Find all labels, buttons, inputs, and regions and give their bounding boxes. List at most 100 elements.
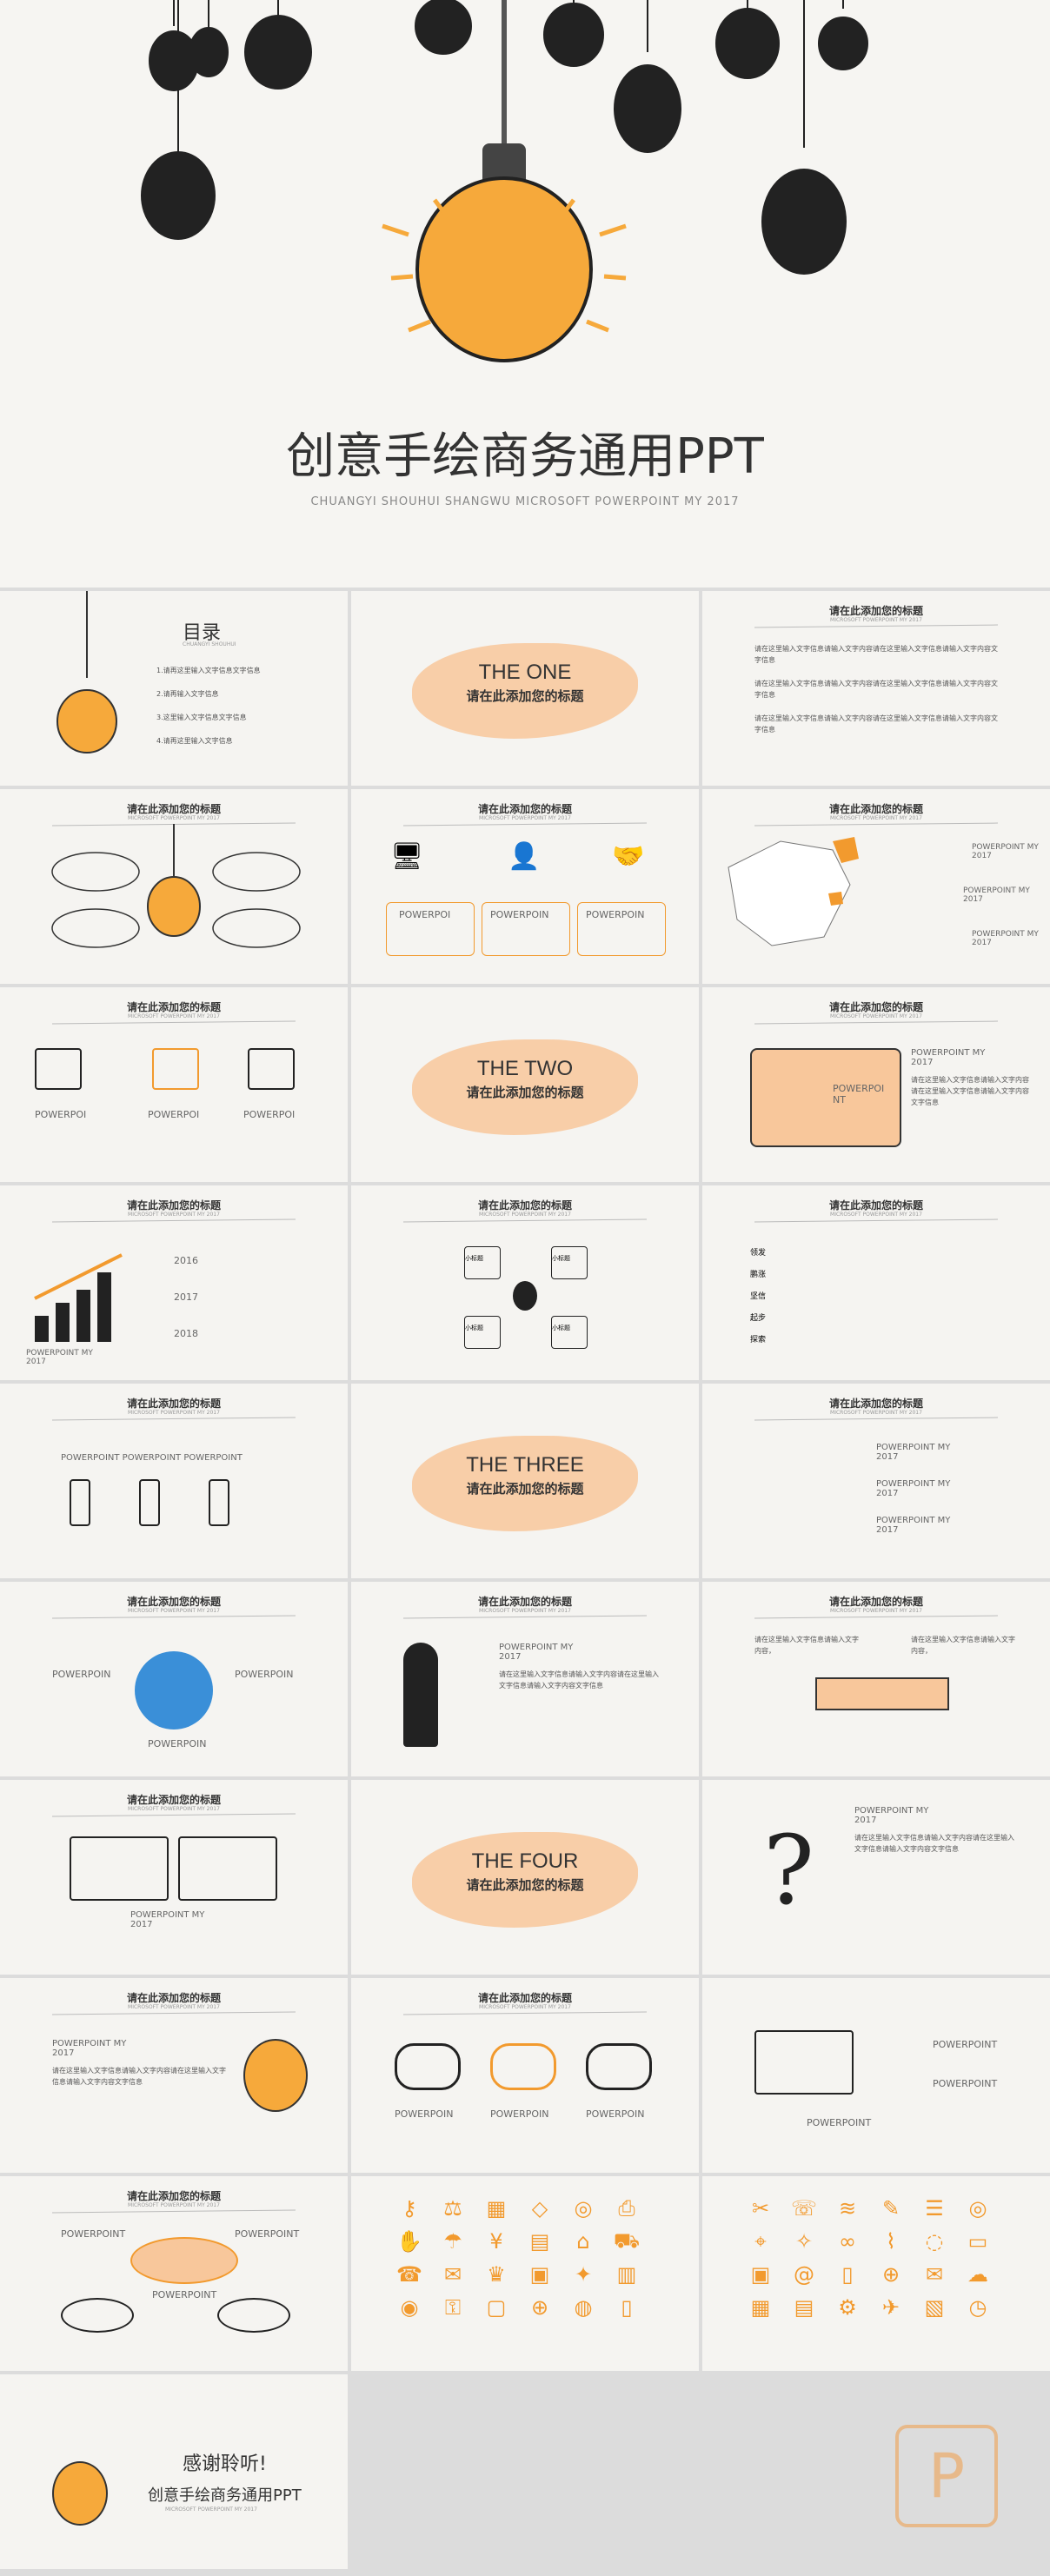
thanks-sub: MICROSOFT POWERPOINT MY 2017 (165, 2506, 257, 2513)
bulb-icon (56, 591, 117, 754)
label: POWERPOINT (152, 2289, 217, 2300)
lock-icon: ⚿ (444, 2295, 462, 2320)
body-text: 请在这里输入文字信息请输入文字内容请在这里输入文字信息请输入文字内容文字信息 (754, 645, 998, 664)
section-subtitle: 请在此添加您的标题 (466, 1877, 584, 1893)
slide-sub: MICROSOFT POWERPOINT MY 2017 (128, 1608, 220, 1614)
slide-frame-lines[interactable]: POWERPOINT POWERPOINT POWERPOINT (702, 1978, 1050, 2173)
section-subtitle: 请在此添加您的标题 (466, 1481, 584, 1497)
slide-thanks[interactable]: 感谢聆听! 创意手绘商务通用PPT MICROSOFT POWERPOINT M… (0, 2374, 348, 2569)
label: POWERPOINT MY 2017 (499, 1643, 574, 1662)
thanks-line1: 感谢聆听! (183, 2453, 267, 2475)
diagram-box: 小标题 (551, 1316, 588, 1349)
slide-growth[interactable]: 请在此添加您的标题 MICROSOFT POWERPOINT MY 2017 2… (0, 1185, 348, 1380)
slide-title: 请在此添加您的标题 (828, 1199, 923, 1212)
slide-triangles[interactable]: 请在此添加您的标题 MICROSOFT POWERPOINT MY 2017 P… (702, 1384, 1050, 1578)
slide-map[interactable]: 请在此添加您的标题 MICROSOFT POWERPOINT MY 2017 P… (702, 789, 1050, 984)
slide-toc[interactable]: 目录 CHUANGYI SHOUHUI 1.请再这里输入文字信息文字信息 2.请… (0, 591, 348, 786)
bulbs-illustration (141, 0, 868, 362)
label: POWERPOI (243, 1109, 296, 1120)
label: POWERPOI (399, 909, 451, 920)
slide-three-icons[interactable]: 请在此添加您的标题 MICROSOFT POWERPOINT MY 2017 🖥… (351, 789, 699, 984)
brush-blob (412, 1039, 638, 1135)
scissors-icon: ✂ (751, 2196, 770, 2221)
title-underline (403, 822, 647, 827)
pen-icon: ✎ (881, 2196, 900, 2221)
globe-icon: ◍ (574, 2295, 593, 2320)
speech-bubbles (51, 824, 301, 948)
earth-icon (135, 1651, 213, 1730)
image-frame (70, 1836, 169, 1901)
slide-section-three[interactable]: THE THREE 请在此添加您的标题 (351, 1384, 699, 1578)
gift-icon: ✦ (574, 2262, 593, 2287)
lifebuoy-icon: ◎ (968, 2196, 987, 2221)
slide-section-four[interactable]: THE FOUR 请在此添加您的标题 (351, 1780, 699, 1975)
slide-cycle[interactable]: 请在此添加您的标题 MICROSOFT POWERPOINT MY 2017 小… (351, 1185, 699, 1380)
pin-icon: ✈ (881, 2295, 900, 2320)
target-icon: ◉ (400, 2295, 419, 2320)
ladder-step: 探索 (750, 1336, 767, 1344)
block-icon (70, 1479, 90, 1526)
diagram-box: 小标题 (464, 1246, 501, 1279)
slide-arrow-row[interactable]: 请在此添加您的标题 MICROSOFT POWERPOINT MY 2017 P… (0, 1384, 348, 1578)
slide-title: 请在此添加您的标题 (126, 2190, 221, 2202)
slide-bubbles[interactable]: 请在此添加您的标题 MICROSOFT POWERPOINT MY 2017 (0, 789, 348, 984)
slide-ribbon[interactable]: 请在此添加您的标题 MICROSOFT POWERPOINT MY 2017 请… (702, 1582, 1050, 1776)
briefcase-icon: ▣ (529, 2262, 550, 2287)
icon-grid: ✂ ☏ ≋ ✎ ☰ ◎ ⌖ ✧ ∞ ⌇ ◌ ▭ ▣ @ ▯ ⊕ ✉ ☁ ▦ ▤ … (746, 2194, 1007, 2326)
cloud-icon: ☁ (967, 2262, 988, 2287)
slide-section-two[interactable]: THE TWO 请在此添加您的标题 (351, 987, 699, 1182)
title-underline (403, 2011, 647, 2015)
wifi-icon: ≋ (838, 2196, 857, 2221)
tag-icon: ⌖ (754, 2229, 767, 2254)
slide-notes[interactable]: 请在此添加您的标题 MICROSOFT POWERPOINT MY 2017 P… (0, 987, 348, 1182)
body-text: 请在这里输入文字信息请输入文字内容请在这里输入文字信息请输入文字内容文字信息 (52, 2067, 226, 2086)
slide-pie[interactable]: 请在此添加您的标题 MICROSOFT POWERPOINT MY 2017 P… (0, 2176, 348, 2371)
slide-sub: MICROSOFT POWERPOINT MY 2017 (830, 617, 922, 623)
slide-icon-set-2[interactable]: ✂ ☏ ≋ ✎ ☰ ◎ ⌖ ✧ ∞ ⌇ ◌ ▭ ▣ @ ▯ ⊕ ✉ ☁ ▦ ▤ … (702, 2176, 1050, 2371)
computer-icon: 🖥 (390, 841, 424, 872)
body-text: 请在这里输入文字信息请输入文字内容， (911, 1636, 1015, 1655)
slide-sub: MICROSOFT POWERPOINT MY 2017 (128, 1410, 220, 1416)
clipboard-icon: ▢ (486, 2295, 507, 2320)
slide-section-one[interactable]: THE ONE 请在此添加您的标题 (351, 591, 699, 786)
slide-title: 请在此添加您的标题 (126, 1001, 221, 1013)
thanks-line2: 创意手绘商务通用PPT (148, 2486, 302, 2505)
clip-icon: ⌇ (886, 2229, 896, 2254)
slide-sub: MICROSOFT POWERPOINT MY 2017 (128, 815, 220, 821)
chat-bubble-icon (395, 2043, 461, 2090)
slide-text[interactable]: 请在此添加您的标题 MICROSOFT POWERPOINT MY 2017 请… (702, 591, 1050, 786)
label: POWERPOINT MY 2017 (972, 843, 1039, 860)
slide-presenter[interactable]: 请在此添加您的标题 MICROSOFT POWERPOINT MY 2017 P… (351, 1582, 699, 1776)
phone-icon: ☎ (396, 2262, 422, 2287)
slide-icon-set-1[interactable]: ⚷ ⚖ ▦ ◇ ◎ ⎙ ✋ ☂ ¥ ▤ ⌂ ⛟ ☎ ✉ ♛ ▣ ✦ ▥ ◉ ⚿ … (351, 2176, 699, 2371)
pie-shape (61, 2298, 134, 2333)
body-text: 请在这里输入文字信息请输入文字内容请在这里输入文字信息请输入文字内容文字信息 (499, 1670, 659, 1690)
image-icon: ▧ (924, 2295, 945, 2320)
slide-title: 请在此添加您的标题 (828, 1001, 923, 1013)
slide-bulb-text[interactable]: 请在此添加您的标题 MICROSOFT POWERPOINT MY 2017 P… (0, 1978, 348, 2173)
label: POWERPOINT (933, 2039, 998, 2050)
block-icon (139, 1479, 160, 1526)
title-underline (52, 2209, 296, 2214)
toc-item: 3.这里输入文字信息文字信息 (156, 714, 247, 721)
mobile-icon: ▯ (841, 2262, 854, 2287)
china-map (728, 837, 859, 946)
slide-title: 请在此添加您的标题 (126, 1992, 221, 2004)
slide-ladder[interactable]: 请在此添加您的标题 MICROSOFT POWERPOINT MY 2017 领… (702, 1185, 1050, 1380)
slide-sub: MICROSOFT POWERPOINT MY 2017 (479, 2004, 571, 2010)
slide-earth[interactable]: 请在此添加您的标题 MICROSOFT POWERPOINT MY 2017 P… (0, 1582, 348, 1776)
link-icon: ∞ (839, 2229, 856, 2254)
slide-question[interactable]: ? POWERPOINT MY 2017 请在这里输入文字信息请输入文字内容请在… (702, 1780, 1050, 1975)
slide-frames[interactable]: 请在此添加您的标题 MICROSOFT POWERPOINT MY 2017 P… (0, 1780, 348, 1975)
image-frame (754, 2030, 854, 2095)
title-underline (403, 1218, 647, 1223)
section-title: THE THREE (466, 1453, 584, 1477)
label: POWERPOIN (586, 909, 645, 920)
slide-sub: MICROSOFT POWERPOINT MY 2017 (830, 1212, 922, 1218)
at-icon: @ (794, 2262, 814, 2287)
slide-book[interactable]: 请在此添加您的标题 MICROSOFT POWERPOINT MY 2017 P… (702, 987, 1050, 1182)
pie-shape (217, 2298, 290, 2333)
slide-chat[interactable]: 请在此添加您的标题 MICROSOFT POWERPOINT MY 2017 P… (351, 1978, 699, 2173)
section-subtitle: 请在此添加您的标题 (466, 688, 584, 704)
printer-icon: ⎙ (618, 2196, 635, 2221)
